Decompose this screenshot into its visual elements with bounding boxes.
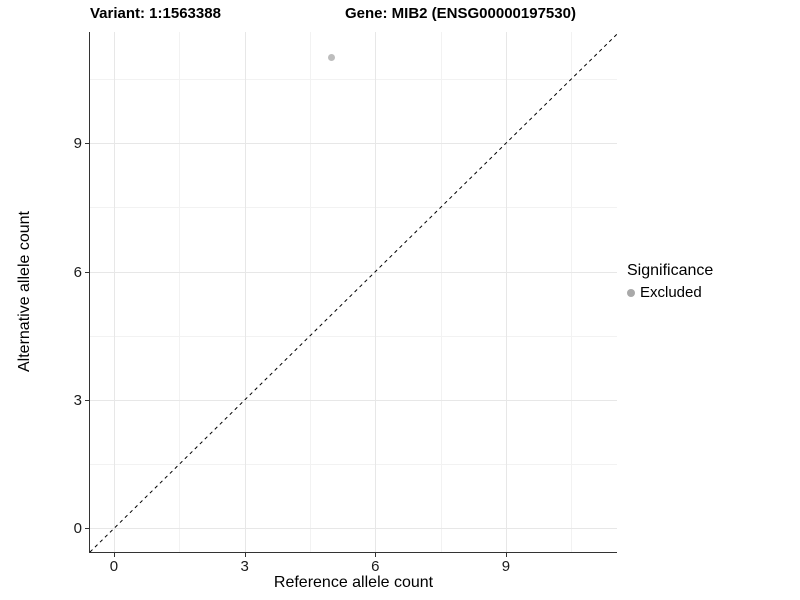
scatter-point [328, 54, 336, 62]
gridline-minor-h [90, 335, 617, 337]
gridline-minor-h [90, 207, 617, 209]
gridline-minor-h [90, 464, 617, 466]
gridline-major-h [90, 400, 617, 402]
y-tick-label: 0 [73, 520, 82, 538]
gridline-minor-v [309, 32, 311, 552]
gridline-major-v [505, 32, 507, 552]
y-tick-label: 3 [73, 392, 82, 410]
gridline-major-h [90, 528, 617, 530]
legend: Significance Excluded [627, 262, 713, 301]
gridline-minor-v [571, 32, 573, 552]
gridline-minor-v [179, 32, 181, 552]
x-tick-label: 3 [240, 558, 249, 575]
x-tick-mark [244, 553, 246, 557]
identity-line [89, 33, 618, 553]
gridline-major-v [113, 32, 115, 552]
y-tick-mark [85, 143, 89, 145]
y-tick-mark [85, 400, 89, 402]
y-tick-mark [85, 528, 89, 530]
gridline-minor-h [90, 79, 617, 81]
legend-swatch-dot-icon [627, 288, 635, 297]
x-tick-mark [505, 553, 507, 557]
y-axis-line [89, 32, 90, 553]
variant-title: Variant: 1:1563388 [90, 5, 221, 22]
gene-title: Gene: MIB2 (ENSG00000197530) [345, 5, 576, 22]
gridline-major-v [244, 32, 246, 552]
x-axis-line [89, 552, 617, 553]
y-tick-label: 6 [73, 263, 82, 281]
x-tick-label: 0 [109, 558, 119, 575]
y-axis-title: Alternative allele count [16, 211, 33, 373]
x-tick-label: 6 [371, 558, 380, 575]
y-tick-label: 9 [73, 135, 82, 153]
x-tick-label: 9 [501, 558, 511, 575]
x-tick-mark [113, 553, 115, 557]
gridline-major-h [90, 271, 617, 273]
legend-item-label: Excluded [640, 284, 702, 301]
x-axis-title: Reference allele count [273, 574, 434, 591]
y-tick-mark [85, 271, 89, 273]
legend-title: Significance [627, 262, 714, 279]
legend-items: Excluded [627, 284, 713, 301]
gridline-major-v [375, 32, 377, 552]
x-tick-mark [375, 553, 377, 557]
gridline-minor-v [440, 32, 442, 552]
gridline-major-h [90, 143, 617, 145]
legend-item: Excluded [627, 284, 713, 301]
